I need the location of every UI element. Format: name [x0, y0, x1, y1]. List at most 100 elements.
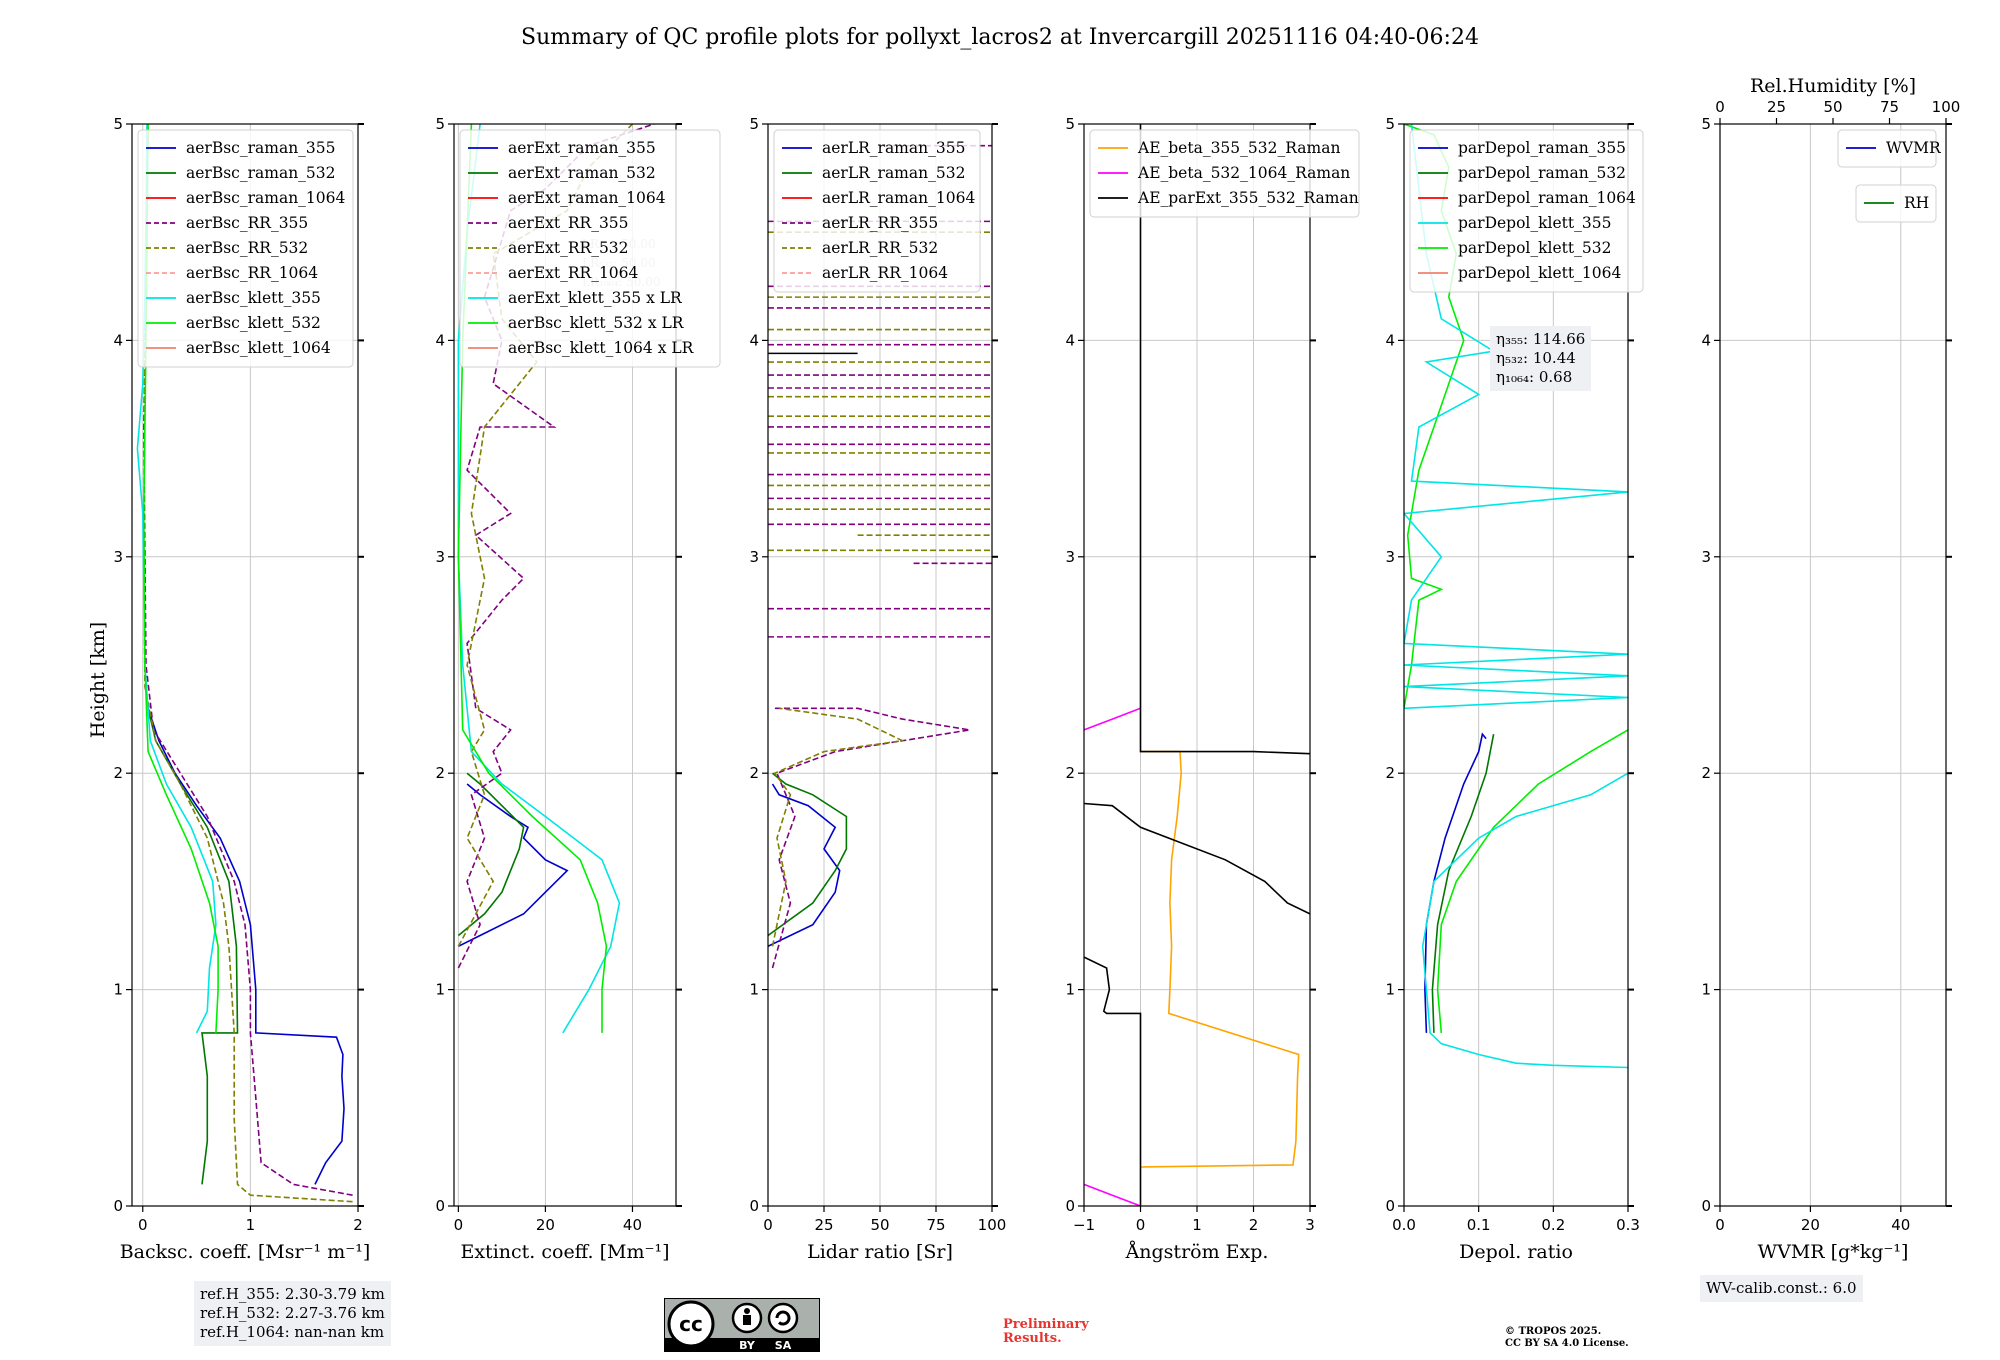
sa-icon: [767, 1302, 799, 1334]
ytick-label: 0: [749, 1197, 759, 1215]
legend-label: parDepol_klett_532: [1458, 239, 1611, 257]
xtick-label: 20: [536, 1216, 555, 1234]
lr-series-line-1: [768, 772, 848, 937]
legend-label: aerBsc_klett_1064: [186, 339, 331, 357]
axes-frame: [1719, 123, 1947, 1207]
ytick-label: 1: [749, 981, 759, 999]
legend-label: parDepol_raman_532: [1458, 164, 1626, 182]
legend-label: aerBsc_klett_1064 x LR: [508, 339, 695, 357]
ae-series-line-0: [1140, 750, 1300, 1168]
ytick-label: 3: [435, 548, 445, 566]
xtick-label: 2: [353, 1216, 363, 1234]
bsc-series-line-5: [142, 124, 219, 1033]
legend-label: RH: [1904, 194, 1929, 212]
panel-depol: 0 1 2 3 4 5 0.0 0.1 0.2 0.3 Depol. ratio parDepol_r…: [1385, 115, 1644, 1263]
top-xtick-label: 50: [1823, 98, 1842, 116]
ae-xlabel: Ångström Exp.: [1125, 1241, 1269, 1263]
ytick-label: 2: [113, 764, 123, 782]
ae-legend: AE_beta_355_532_Raman AE_beta_532_1064_Ra…: [1089, 129, 1360, 218]
legend-frame: [1855, 184, 1937, 223]
legend-label: aerExt_RR_1064: [508, 264, 639, 282]
bsc-xlabel: Backsc. coeff. [Msr⁻¹ m⁻¹]: [120, 1241, 371, 1263]
legend-label: parDepol_raman_1064: [1458, 189, 1636, 207]
preliminary-line-1: Preliminary: [1003, 1317, 1089, 1332]
preliminary-note: Preliminary Results.: [1003, 1318, 1089, 1346]
lr-series-line-3: [771, 707, 906, 947]
xtick-label: 0: [763, 1216, 773, 1234]
xtick-label: −1: [1073, 1216, 1095, 1234]
bsc-legend: aerBsc_raman_355 aerBsc_raman_532 aerBsc_r…: [137, 129, 354, 368]
wv-legend: WVMR: [1837, 129, 1942, 168]
depol-series-line-5: [1404, 124, 1628, 710]
ext-series-line-4: [457, 124, 621, 1034]
ytick-label: 4: [1065, 331, 1075, 349]
ext-series-line-0: [458, 783, 569, 948]
depol-legend: parDepol_raman_355 parDepol_raman_532 parD…: [1409, 129, 1644, 293]
eta-355: η₃₅₅: 114.66: [1496, 330, 1586, 348]
xtick-label: 25: [814, 1216, 833, 1234]
ae-series-line-1: [1084, 1183, 1141, 1206]
ytick-label: 0: [1385, 1197, 1395, 1215]
legend-label: aerLR_RR_532: [822, 239, 938, 257]
xtick-label: 75: [926, 1216, 945, 1234]
ytick-label: 2: [1065, 764, 1075, 782]
lr-xlabel: Lidar ratio [Sr]: [807, 1241, 953, 1263]
ytick-label: 5: [1385, 115, 1395, 133]
ytick-label: 5: [749, 115, 759, 133]
depol-xlabel: Depol. ratio: [1459, 1241, 1573, 1263]
copyright-line-2: CC BY SA 4.0 License.: [1505, 1338, 1629, 1349]
ytick-label: 0: [1065, 1197, 1075, 1215]
ext-series-line-2: [457, 124, 655, 969]
xtick-label: 40: [1891, 1216, 1910, 1234]
legend-label: parDepol_raman_355: [1458, 139, 1626, 157]
top-xtick-label: 0: [1715, 98, 1725, 116]
eta-532: η₅₃₂: 10.44: [1496, 349, 1576, 367]
copyright-line-1: © TROPOS 2025.: [1505, 1326, 1602, 1337]
xtick-label: 0: [1136, 1216, 1146, 1234]
ytick-label: 5: [435, 115, 445, 133]
legend-label: aerBsc_RR_532: [186, 239, 308, 257]
ytick-label: 1: [1701, 981, 1711, 999]
xtick-label: 1: [1192, 1216, 1202, 1234]
ext-series-line-5: [457, 124, 608, 1033]
legend-label: aerBsc_raman_532: [186, 164, 336, 182]
lr-series-line-0: [768, 783, 841, 948]
ytick-label: 5: [1701, 115, 1711, 133]
ref-height-532: ref.H_532: 2.27-3.76 km: [200, 1304, 385, 1322]
legend-label: aerLR_RR_1064: [822, 264, 948, 282]
y-axis-label: Height [km]: [87, 622, 109, 738]
depol-series-line-2: [1436, 729, 1628, 1033]
ref-height-355: ref.H_355: 2.30-3.79 km: [200, 1285, 385, 1303]
ytick-label: 4: [749, 331, 759, 349]
xtick-label: 0.1: [1467, 1216, 1491, 1234]
ytick-label: 2: [749, 764, 759, 782]
cc-logo-text: cc: [679, 1312, 703, 1336]
wv-calib-box: WV-calib.const.: 6.0: [1700, 1275, 1863, 1302]
top-xtick-label: 100: [1932, 98, 1961, 116]
copyright-note: © TROPOS 2025. CC BY SA 4.0 License.: [1505, 1326, 1629, 1350]
xtick-label: 100: [978, 1216, 1007, 1234]
xtick-label: 0.0: [1392, 1216, 1416, 1234]
ext-legend: aerExt_raman_355 aerExt_raman_532 aerExt_r…: [459, 129, 721, 368]
lr-legend: aerLR_raman_355 aerLR_raman_532 aerLR_rama…: [773, 129, 981, 293]
ytick-label: 4: [113, 331, 123, 349]
ae-series-line-4: [1084, 802, 1310, 915]
xtick-label: 40: [623, 1216, 642, 1234]
xtick-label: 2: [1249, 1216, 1259, 1234]
panel-bsc: 0 1 2 3 4 5 0 1 2 Backsc. coeff. [Msr⁻¹ m⁻¹] aerBs…: [113, 115, 370, 1263]
legend-label: aerExt_raman_1064: [508, 189, 666, 207]
bsc-series-line-0: [147, 708, 345, 1185]
ytick-label: 4: [1701, 331, 1711, 349]
ytick-label: 1: [113, 981, 123, 999]
figure-title: Summary of QC profile plots for pollyxt_…: [521, 25, 1479, 50]
legend-label: AE_parExt_355_532_Raman: [1137, 189, 1359, 207]
eta-box: η₃₅₅: 114.66 η₅₃₂: 10.44 η₁₀₆₄: 0.68: [1490, 326, 1592, 391]
eta-1064: η₁₀₆₄: 0.68: [1496, 368, 1573, 386]
ext-xlabel: Extinct. coeff. [Mm⁻¹]: [460, 1241, 669, 1263]
legend-label: aerBsc_klett_532 x LR: [508, 314, 685, 332]
ae-series-line-5: [1139, 124, 1310, 755]
ytick-label: 0: [1701, 1197, 1711, 1215]
ytick-label: 0: [113, 1197, 123, 1215]
